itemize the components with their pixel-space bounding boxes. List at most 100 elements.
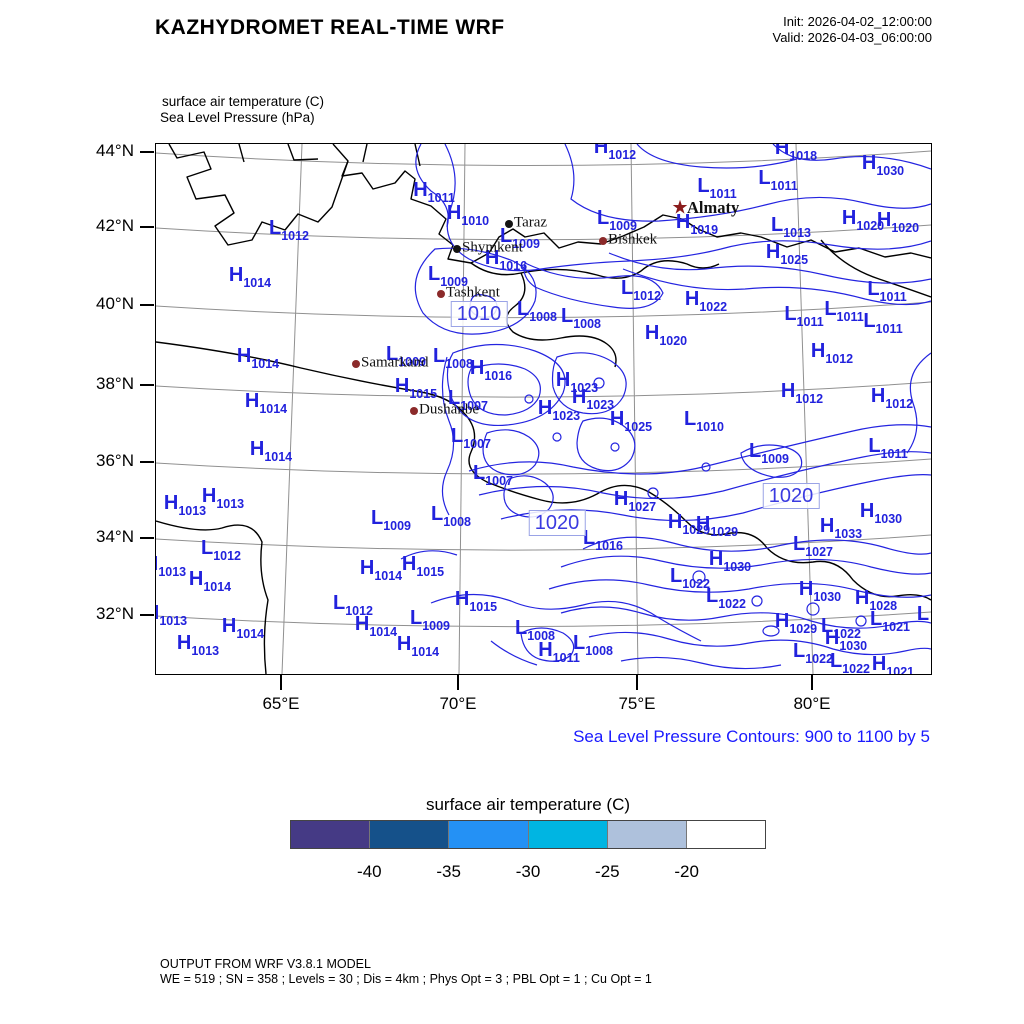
pressure-label-layer: H1011 H1010 L1009 H1016 L1009 L1012 H1014 H1012… bbox=[156, 144, 931, 674]
pressure-low-label: L1012 bbox=[332, 592, 374, 618]
pressure-low-label: L1008 bbox=[560, 305, 602, 331]
pressure-high-label: H1025 bbox=[609, 408, 653, 434]
pressure-high-label: H1012 bbox=[810, 340, 854, 366]
country-borders bbox=[156, 144, 931, 674]
pressure-high-label: H1014 bbox=[188, 568, 232, 594]
pressure-high-label: H1014 bbox=[359, 557, 403, 583]
pressure-high-label: H1033 bbox=[819, 515, 863, 541]
pressure-low-label: L1007 bbox=[450, 425, 492, 451]
valid-timestamp: Valid: 2026-04-03_06:00:00 bbox=[772, 30, 933, 45]
field-label-pressure: Sea Level Pressure (hPa) bbox=[160, 110, 315, 125]
city-name: Taraz bbox=[514, 214, 548, 231]
pressure-low-label: L1013 bbox=[770, 214, 812, 240]
pressure-high-label: H1023 bbox=[571, 386, 615, 412]
lat-tick-label: 42°N bbox=[96, 216, 134, 235]
pressure-high-label: H1023 bbox=[537, 397, 581, 423]
city-name: Samarkand bbox=[361, 354, 429, 371]
pressure-high-label: H1023 bbox=[555, 369, 599, 395]
contour-box-label: 1020 bbox=[762, 483, 820, 509]
lat-tick-mark bbox=[140, 151, 154, 153]
pressure-low-label: L1016 bbox=[582, 527, 624, 553]
colorbar-title: surface air temperature (C) bbox=[425, 795, 631, 814]
pressure-low-label: L1008 bbox=[430, 503, 472, 529]
pressure-high-label: H1014 bbox=[354, 613, 398, 639]
pressure-low-label: L bbox=[916, 603, 930, 625]
lon-tick-mark bbox=[457, 675, 459, 690]
pressure-low-label: L1012 bbox=[200, 537, 242, 563]
pressure-high-label: H1015 bbox=[394, 375, 438, 401]
pressure-contours bbox=[400, 144, 931, 670]
pressure-low-label: L1008 bbox=[514, 617, 556, 643]
colorbar bbox=[290, 820, 766, 849]
colorbar-segment bbox=[686, 821, 766, 848]
pressure-low-label: L1012 bbox=[268, 217, 310, 243]
city-name: Bishkek bbox=[608, 231, 658, 248]
colorbar-tick-label: -35 bbox=[436, 862, 461, 881]
pressure-high-label: H1014 bbox=[396, 633, 440, 659]
pressure-high-label: H1020 bbox=[876, 209, 920, 235]
pressure-low-label: L1012 bbox=[620, 277, 662, 303]
pressure-low-label: L1009 bbox=[409, 607, 451, 633]
pressure-low-label: L1008 bbox=[516, 298, 558, 324]
lon-tick-label: 75°E bbox=[618, 694, 656, 713]
pressure-high-label: H1016 bbox=[469, 357, 513, 383]
city-star-icon: ★ bbox=[671, 197, 689, 219]
lon-tick-mark bbox=[636, 675, 638, 690]
pressure-low-label: L1009 bbox=[385, 343, 427, 369]
pressure-high-label: H1013 bbox=[156, 603, 188, 628]
pressure-high-label: H1019 bbox=[675, 211, 719, 237]
colorbar-segment bbox=[449, 821, 529, 848]
pressure-high-label: H1018 bbox=[774, 143, 818, 163]
pressure-low-label: L1009 bbox=[596, 207, 638, 233]
lon-tick-mark bbox=[280, 675, 282, 690]
pressure-high-label: H1012 bbox=[593, 143, 637, 162]
lon-tick-label: 65°E bbox=[262, 694, 300, 713]
lon-tick-label: 80°E bbox=[793, 694, 831, 713]
lat-tick-mark bbox=[140, 304, 154, 306]
pressure-low-label: L1011 bbox=[758, 167, 798, 193]
city-name: Dushanbe bbox=[419, 401, 479, 418]
lat-tick-label: 44°N bbox=[96, 141, 134, 160]
pressure-low-label: L1008 bbox=[432, 345, 474, 371]
pressure-high-label: H1014 bbox=[236, 345, 280, 371]
pressure-high-label: H1030 bbox=[824, 627, 868, 653]
pressure-high-label: H1028 bbox=[854, 587, 898, 613]
pressure-high-label: H1030 bbox=[861, 152, 905, 178]
colorbar-tick-label: -20 bbox=[674, 862, 699, 881]
pressure-low-label: L1027 bbox=[792, 533, 834, 559]
pressure-low-label: L1022 bbox=[705, 585, 747, 611]
pressure-high-label: H1027 bbox=[613, 488, 657, 514]
pressure-low-label: L1011 bbox=[863, 310, 903, 336]
map-frame: H1011 H1010 L1009 H1016 L1009 L1012 H1014 H1012… bbox=[155, 143, 932, 675]
lat-tick-label: 32°N bbox=[96, 604, 134, 623]
pressure-low-label: L1010 bbox=[683, 408, 725, 434]
pressure-high-label: H1025 bbox=[765, 241, 809, 267]
pressure-high-label: H1016 bbox=[484, 247, 528, 273]
colorbar-segment bbox=[607, 821, 687, 848]
city-name: Shymkent bbox=[462, 239, 523, 256]
lat-tick-mark bbox=[140, 226, 154, 228]
pressure-high-label: H1013 bbox=[176, 632, 220, 658]
colorbar-tick-label: -40 bbox=[357, 862, 382, 881]
pressure-low-label: L1011 bbox=[824, 298, 864, 324]
pressure-low-label: L1011 bbox=[867, 278, 907, 304]
lon-tick-mark bbox=[811, 675, 813, 690]
pressure-low-label: L1021 bbox=[869, 608, 911, 634]
colorbar-tick-label: -25 bbox=[595, 862, 620, 881]
pressure-low-label: L1022 bbox=[820, 615, 862, 641]
colorbar-tick-label: -30 bbox=[515, 862, 541, 881]
pressure-low-label: L1022 bbox=[792, 640, 834, 666]
pressure-high-label: H1029 bbox=[667, 511, 711, 537]
pressure-high-label: H1012 bbox=[870, 385, 914, 411]
lat-tick-label: 34°N bbox=[96, 527, 134, 546]
city-dot-icon bbox=[352, 360, 360, 368]
pressure-high-label: H1015 bbox=[401, 553, 445, 579]
lat-tick-label: 40°N bbox=[96, 294, 134, 313]
pressure-high-label: H1020 bbox=[644, 322, 688, 348]
city-dot-icon bbox=[505, 220, 513, 228]
lat-tick-label: 38°N bbox=[96, 374, 134, 393]
city-dot-icon bbox=[410, 407, 418, 415]
pressure-low-label: L1011 bbox=[784, 303, 824, 329]
pressure-high-label: H1014 bbox=[221, 615, 265, 641]
